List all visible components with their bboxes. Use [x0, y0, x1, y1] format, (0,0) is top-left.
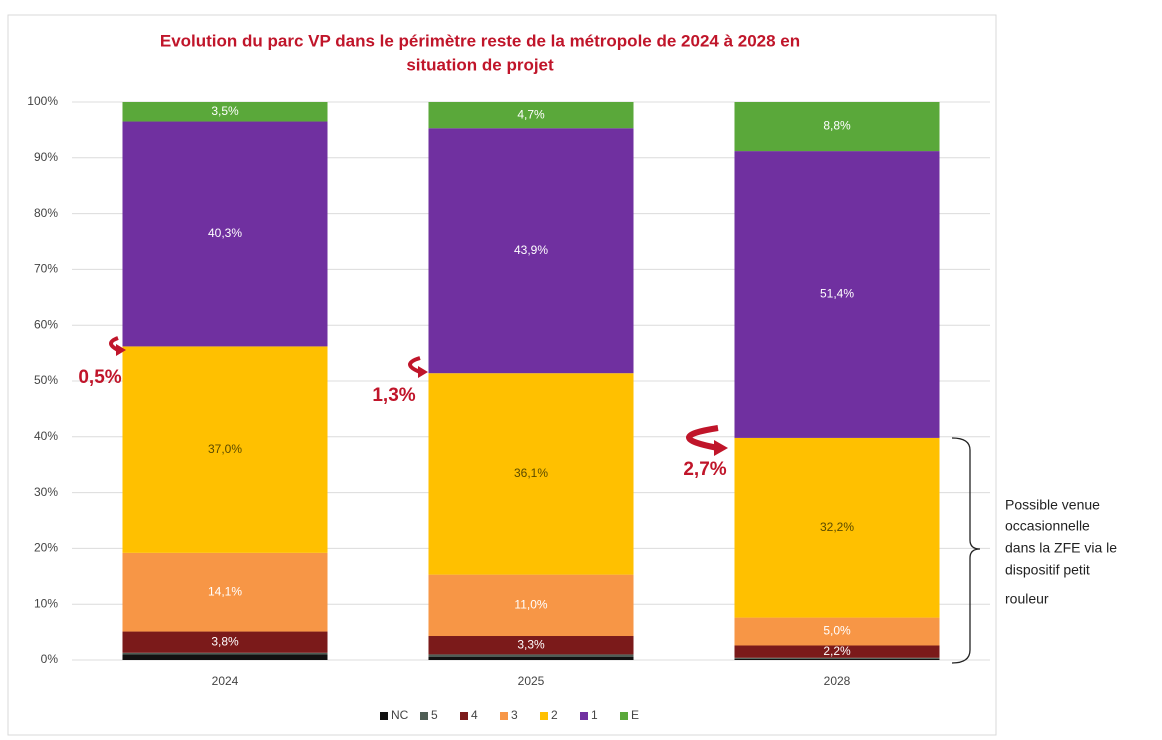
legend-swatch: [500, 712, 508, 720]
bar-segment: [122, 631, 328, 653]
legend-swatch: [540, 712, 548, 720]
bar-segment: [122, 121, 328, 347]
side-note: occasionnelle: [1005, 518, 1090, 534]
chart-frame: [7, 14, 997, 736]
x-tick-label: 2028: [824, 674, 851, 688]
annotation: 0,5%: [78, 367, 121, 388]
bar-segment: [428, 654, 634, 657]
bar-segment: [122, 654, 328, 660]
arrowhead: [418, 366, 428, 378]
data-label: 32,2%: [820, 520, 854, 534]
legend-label: 2: [551, 708, 558, 722]
y-tick-label: 10%: [34, 596, 58, 610]
legend-swatch: [620, 712, 628, 720]
bar-segment: [122, 652, 328, 655]
bar-segment: [734, 437, 940, 618]
x-tick-label: 2025: [518, 674, 545, 688]
legend-swatch: [420, 712, 428, 720]
y-tick-label: 40%: [34, 429, 58, 443]
arrowhead: [714, 440, 728, 456]
y-tick-label: 90%: [34, 150, 58, 164]
y-tick-label: 20%: [34, 541, 58, 555]
side-note: rouleur: [1005, 591, 1049, 607]
y-tick-label: 30%: [34, 485, 58, 499]
data-label: 51,4%: [820, 287, 854, 301]
annotation: 1,3%: [372, 385, 415, 406]
data-label: 37,0%: [208, 442, 242, 456]
annotation: 2,7%: [683, 459, 726, 480]
bar-segment: [428, 656, 634, 660]
data-label: 4,7%: [517, 107, 545, 121]
chart-title: situation de projet: [406, 55, 554, 74]
y-tick-label: 0%: [41, 652, 59, 666]
legend-label: 3: [511, 708, 518, 722]
data-label: 36,1%: [514, 466, 548, 480]
bar-segment: [734, 617, 940, 646]
legend-label: 1: [591, 708, 598, 722]
bar-segment: [428, 128, 634, 374]
annotation-arrowheads: [116, 344, 728, 456]
data-label: 2,2%: [823, 644, 851, 658]
data-label: 3,8%: [211, 634, 239, 648]
bar-segment: [734, 658, 940, 660]
bar-segment: [122, 102, 328, 122]
legend-label: E: [631, 708, 639, 722]
data-label: 40,3%: [208, 226, 242, 240]
brace: [951, 437, 981, 664]
bar-segment: [428, 102, 634, 129]
annotation-arrows: [109, 336, 719, 451]
y-tick-label: 80%: [34, 206, 58, 220]
bar-segment: [734, 645, 940, 658]
legend-label: 4: [471, 708, 478, 722]
legend-label: NC: [391, 708, 409, 722]
bars: 2024 3,8% 14,1% 37,0% 40,3% 3,5% 2025 3,3% 11,0%…: [122, 102, 940, 688]
chart-title: Evolution du parc VP dans le périmètre r…: [160, 31, 800, 50]
side-note: dispositif petit: [1005, 562, 1090, 578]
bar-segment: [122, 552, 328, 632]
data-label: 8,8%: [823, 119, 851, 133]
legend-label: 5: [431, 708, 438, 722]
y-tick-label: 60%: [34, 317, 58, 331]
data-label: 3,3%: [517, 637, 545, 651]
data-label: 14,1%: [208, 584, 242, 598]
bar-segment: [428, 373, 634, 575]
side-note: dans la ZFE via le: [1005, 540, 1117, 556]
arrowhead: [116, 344, 126, 356]
y-tick-label: 50%: [34, 373, 58, 387]
data-label: 11,0%: [514, 597, 547, 611]
data-label: 3,5%: [211, 104, 239, 118]
bar-segment: [428, 636, 634, 655]
bar-segment: [734, 657, 940, 659]
bar-segment: [734, 151, 940, 438]
y-tick-label: 70%: [34, 262, 58, 276]
arrow: [686, 425, 719, 451]
side-note: Possible venue: [1005, 497, 1100, 513]
legend-swatch: [380, 712, 388, 720]
arrow: [109, 336, 119, 352]
bar-segment: [734, 102, 940, 152]
bar-segment: [122, 346, 328, 553]
arrow: [408, 356, 421, 374]
data-label: 43,9%: [514, 243, 548, 257]
bar-segment: [428, 574, 634, 637]
legend-swatch: [580, 712, 588, 720]
legend-swatch: [460, 712, 468, 720]
x-tick-label: 2024: [212, 674, 239, 688]
y-tick-label: 100%: [27, 94, 58, 108]
data-label: 5,0%: [823, 624, 851, 638]
